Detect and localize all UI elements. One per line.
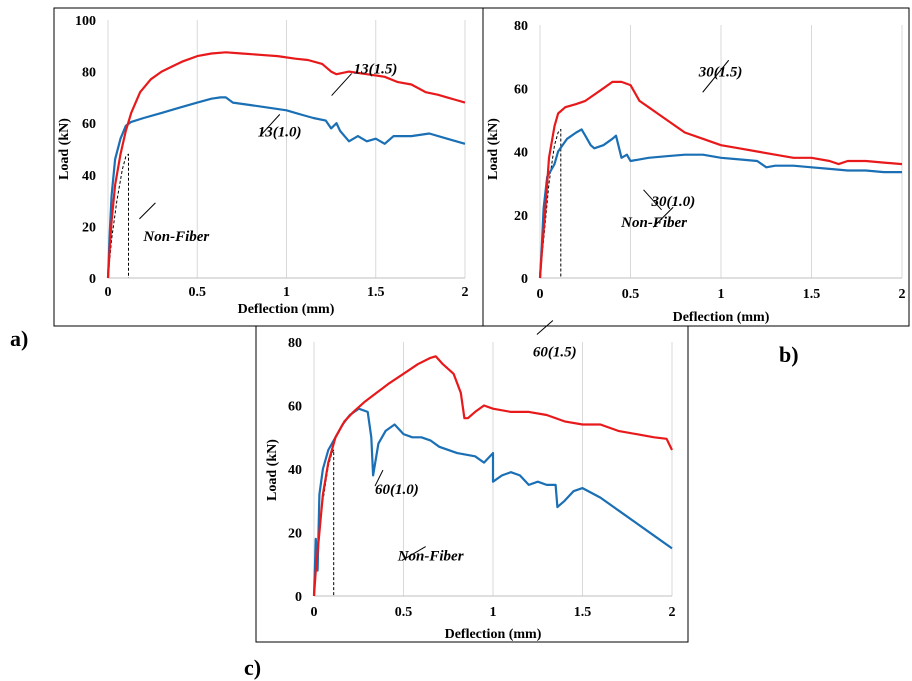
panel-a-x-tick-label: 1.5 (367, 285, 385, 300)
panel-b-x-tick-label: 2 (899, 287, 906, 302)
panel-a-x-tick-label: 1 (283, 285, 290, 300)
panel-c-frame (255, 325, 689, 643)
panel-a-y-tick-label: 0 (89, 272, 96, 287)
panel-b-annotation-leader (643, 189, 662, 211)
panel-c-annotation-leader (536, 320, 554, 335)
panel-a-y-tick-label: 100 (75, 14, 96, 29)
panel-b-annotation-label: 30(1.5) (698, 64, 743, 80)
panel-c-annotation-leader (374, 469, 384, 487)
panel-b-y-tick-label: 80 (514, 19, 528, 34)
panel-c-annotation-label: 60(1.5) (533, 344, 577, 360)
panel-b-annotation-leader (652, 206, 674, 228)
panel-b-annotation-label: Non-Fiber (620, 215, 687, 231)
panel-a-x-tick-label: 0 (105, 285, 112, 300)
panel-c-y-tick-label: 60 (288, 400, 302, 415)
panel-c-x-tick-label: 1.5 (574, 605, 592, 620)
panel-label-a: a) (10, 326, 28, 351)
panel-c-annotation-leader (401, 546, 426, 562)
panel-c-y-tick-label: 20 (288, 527, 302, 542)
panel-c-y-axis-label: Load (kN) (265, 439, 280, 501)
panel-c-series-60-1-5 (312, 355, 673, 597)
panel-c-x-tick-label: 0.5 (395, 605, 413, 620)
panel-a-annotation-label: 13(1.0) (258, 124, 302, 140)
panel-b-x-tick-label: 0.5 (622, 287, 640, 302)
panel-b-series-30-1-5 (538, 80, 903, 279)
panel-a-y-tick-label: 80 (82, 66, 96, 81)
panel-a-frame (53, 7, 484, 327)
panel-b-series-30-1-0 (538, 128, 902, 279)
panel-b-series-non-fiber (539, 128, 562, 279)
panel-a-series-13-1-0 (106, 96, 466, 279)
panel-a-x-tick-label: 0.5 (189, 285, 207, 300)
panel-a-series-13-1-5 (106, 51, 466, 279)
panel-b-x-tick-label: 1.5 (803, 287, 821, 302)
panel-a-series-non-fiber (107, 153, 129, 279)
panel-b-annotation-leader (702, 59, 730, 93)
panel-a-annotation-leader (331, 73, 352, 96)
panel-c-x-axis-label: Deflection (mm) (445, 627, 542, 642)
panel-a-y-tick-label: 60 (82, 117, 96, 132)
panel-c-x-tick-label: 2 (669, 605, 676, 620)
panel-b-y-axis-label: Load (kN) (486, 118, 501, 180)
panel-c-annotation-label: 60(1.0) (375, 482, 419, 498)
panel-c-y-tick-label: 40 (288, 463, 302, 478)
panel-c-y-tick-label: 80 (288, 336, 302, 351)
panel-b-y-tick-label: 40 (514, 146, 528, 161)
panel-b-x-tick-label: 0 (537, 287, 544, 302)
panel-b-y-tick-label: 0 (521, 272, 528, 287)
panel-c-annotation-label: Non-Fiber (397, 549, 464, 565)
panel-b-y-tick-label: 20 (514, 209, 528, 224)
panel-a-annotation-leader (139, 202, 156, 220)
panel-c-y-tick-label: 0 (295, 590, 302, 605)
panel-b-y-tick-label: 60 (514, 82, 528, 97)
panel-b-x-axis-label: Deflection (mm) (673, 310, 770, 325)
panel-a-annotation-label: Non-Fiber (142, 229, 209, 245)
panel-c-x-tick-label: 1 (490, 605, 497, 620)
panel-a-annotation-label: 13(1.5) (354, 62, 398, 78)
panel-c-x-tick-label: 0 (311, 605, 318, 620)
panel-label-b: b) (779, 342, 799, 367)
panel-b-annotation-label: 30(1.0) (651, 194, 696, 210)
panel-a-x-axis-label: Deflection (mm) (238, 302, 335, 317)
panel-a-y-axis-label: Load (kN) (57, 118, 72, 180)
panel-b-x-tick-label: 1 (718, 287, 725, 302)
panel-a-y-tick-label: 40 (82, 169, 96, 184)
panel-label-c: c) (244, 655, 261, 680)
panel-a-annotation-leader (259, 114, 281, 137)
panel-a-y-tick-label: 20 (82, 220, 96, 235)
panel-a-x-tick-label: 2 (462, 285, 469, 300)
